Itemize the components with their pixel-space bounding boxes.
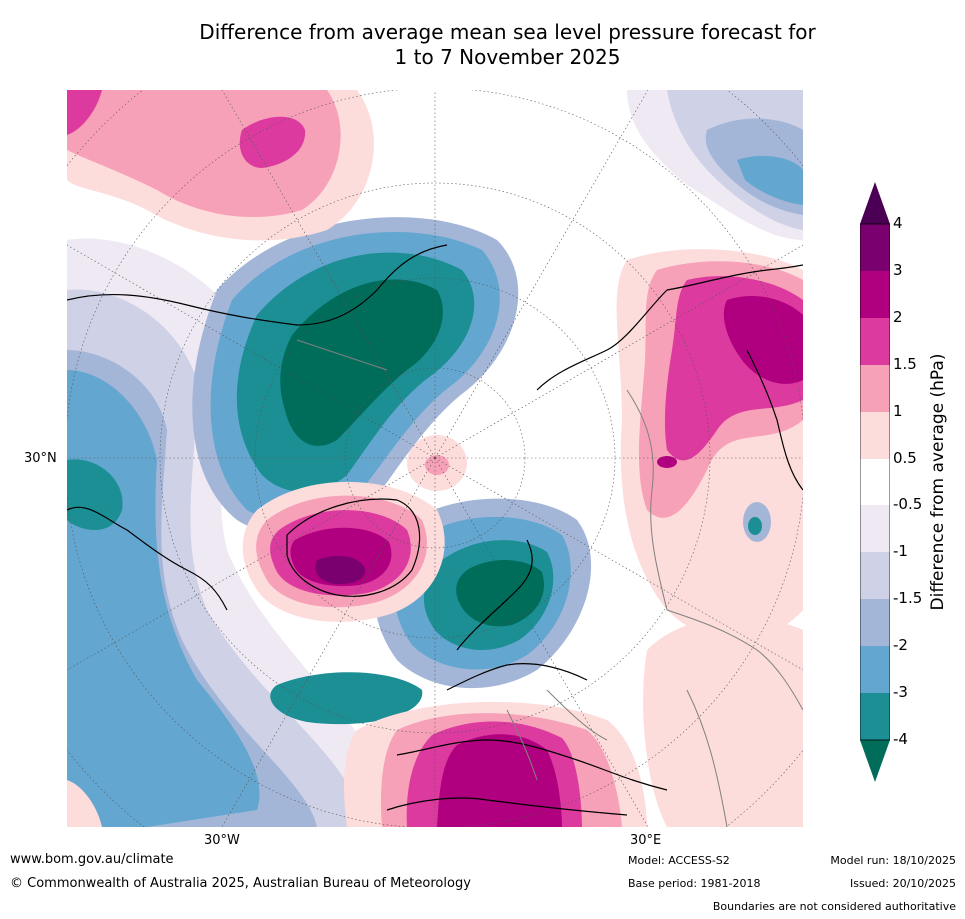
colorbar-band xyxy=(860,693,890,740)
colorbar-band xyxy=(860,224,890,271)
anomaly-region xyxy=(67,90,102,135)
lon-label-30w: 30°W xyxy=(204,833,240,848)
anomaly-region xyxy=(280,279,443,446)
map-title: Difference from average mean sea level p… xyxy=(140,20,875,70)
anomaly-region xyxy=(737,155,803,205)
footer-disclaimer: Boundaries are not considered authoritat… xyxy=(712,900,956,913)
title-line-2: 1 to 7 November 2025 xyxy=(394,45,621,69)
anomaly-region xyxy=(437,734,562,827)
colorbar-tick: -4 xyxy=(893,730,908,748)
lon-label-30e: 30°E xyxy=(630,833,662,848)
footer-model: Model: ACCESS-S2 xyxy=(628,854,730,867)
colorbar-band xyxy=(860,318,890,365)
colorbar-title: Difference from average (hPa) xyxy=(928,353,948,611)
colorbar-tick: -0.5 xyxy=(893,495,923,513)
graticule xyxy=(67,90,803,827)
anomaly-region xyxy=(425,455,449,475)
colorbar-tick: -1 xyxy=(893,542,908,560)
colorbar-tick: 1 xyxy=(893,402,903,420)
anomaly-region xyxy=(748,517,762,535)
colorbar-tick: 2 xyxy=(893,308,903,326)
anomaly-region xyxy=(67,459,123,530)
colorbar-tick: 0.5 xyxy=(893,449,917,467)
colorbar-tick: 4 xyxy=(893,214,903,232)
lat-label-30n: 30°N xyxy=(24,451,57,466)
colorbar-tick: 1.5 xyxy=(893,355,917,373)
pressure-anomaly-map xyxy=(67,90,803,827)
anomaly-region xyxy=(723,295,803,384)
map-svg xyxy=(67,90,803,827)
colorbar-tick: 3 xyxy=(893,261,903,279)
colorbar-band xyxy=(860,505,890,552)
anomaly-region xyxy=(239,116,306,168)
footer-url[interactable]: www.bom.gov.au/climate xyxy=(10,852,174,867)
borders xyxy=(296,339,803,827)
anomaly-region xyxy=(643,616,803,827)
anomaly-region xyxy=(456,560,544,627)
title-line-1: Difference from average mean sea level p… xyxy=(199,20,816,44)
colorbar-band xyxy=(860,412,890,459)
colorbar-band xyxy=(860,459,890,505)
anomaly-region xyxy=(315,555,366,585)
colorbar-extend-top xyxy=(860,182,890,224)
colorbar-extend-bottom xyxy=(860,740,890,782)
footer-model-run: Model run: 18/10/2025 xyxy=(830,854,956,867)
coastlines xyxy=(67,244,803,816)
colorbar-tick: -1.5 xyxy=(893,589,923,607)
anomaly-region xyxy=(657,456,677,468)
anomaly-region xyxy=(67,780,102,827)
footer-base-period: Base period: 1981-2018 xyxy=(628,877,761,890)
colorbar-band xyxy=(860,646,890,693)
colorbar-band xyxy=(860,271,890,318)
colorbar-band xyxy=(860,365,890,412)
colorbar-tick: -3 xyxy=(893,683,908,701)
footer-issued: Issued: 20/10/2025 xyxy=(849,877,956,890)
colorbar-band xyxy=(860,599,890,646)
colorbar xyxy=(860,182,890,782)
colorbar-tick: -2 xyxy=(893,636,908,654)
anomaly-region xyxy=(270,672,423,725)
footer-copyright: © Commonwealth of Australia 2025, Austra… xyxy=(10,876,471,891)
colorbar-band xyxy=(860,552,890,599)
